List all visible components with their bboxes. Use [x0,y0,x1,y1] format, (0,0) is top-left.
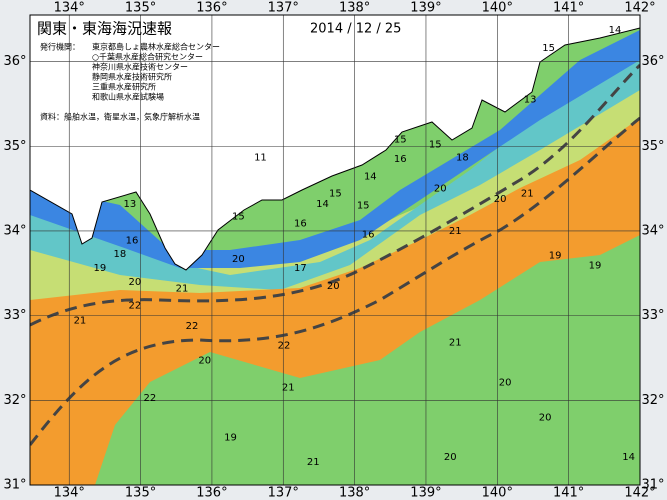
contour-label: 14 [364,172,377,183]
contour-label: 17 [294,263,307,274]
publisher-label: 発行機関： [40,42,80,52]
lon-label-bottom: 136° [196,486,227,500]
contour-label: 21 [74,316,87,327]
contour-label: 14 [609,25,622,36]
contour-label: 22 [129,300,142,311]
lat-label-left: 34° [3,223,26,238]
lon-label-top: 140° [482,1,513,16]
lon-label-bottom: 135° [125,486,156,500]
lat-label-left: 36° [3,54,26,69]
lat-label-left: 33° [3,308,26,323]
contour-label: 14 [622,452,635,463]
lon-label-bottom: 137° [268,486,299,500]
lat-label-left: 31° [3,478,26,493]
date: 2014 / 12 / 25 [310,22,401,37]
contour-label: 16 [126,235,139,246]
sea-surface [30,15,640,485]
lon-label-top: 141° [553,1,584,16]
lat-label-left: 32° [3,393,26,408]
contour-label: 19 [224,433,237,444]
lon-label-bottom: 138° [339,486,370,500]
lon-label-top: 134° [54,1,85,16]
lon-label-bottom: 139° [410,486,441,500]
map-frame [29,14,641,486]
title: 関東・東海海況速報 [37,20,172,38]
lon-label-top: 135° [125,1,156,16]
contour-label: 14 [316,199,329,210]
lat-label-right: 31° [641,478,664,493]
contour-label: 22 [278,340,291,351]
contour-label: 20 [129,277,142,288]
contour-label: 20 [539,412,552,423]
publisher: 静岡県水産技術研究所 [92,72,172,82]
lon-label-top: 136° [196,1,227,16]
lon-label-bottom: 134° [54,486,85,500]
contour-label: 15 [232,212,245,223]
contour-label: 21 [521,189,534,200]
contour-label: 19 [589,261,602,272]
publisher: ○千葉県水産総合研究センター [92,52,203,62]
contour-label: 21 [307,457,320,468]
lon-label-bottom: 141° [553,486,584,500]
lat-label-right: 33° [641,308,664,323]
contour-label: 15 [542,43,555,54]
contour-label: 22 [186,321,199,332]
publishers: 東京都島しょ農林水産総合センター○千葉県水産総合研究センター神奈川県水産技術セン… [92,42,220,102]
contour-label: 18 [456,152,469,163]
contour-label: 16 [362,229,375,240]
contour-label: 11 [254,152,267,163]
lat-label-right: 34° [641,223,664,238]
contour-label: 20 [444,452,457,463]
contour-label: 21 [176,284,189,295]
lat-label-right: 32° [641,393,664,408]
source: 資料：船舶水温，衛星水温，気象庁解析水温 [40,112,200,122]
contour-label: 15 [394,134,407,145]
contour-label: 20 [434,184,447,195]
contour-label: 20 [232,254,245,265]
lon-label-top: 142° [624,1,655,16]
kuroshio-axis [30,116,640,446]
contour-label: 20 [327,281,340,292]
publisher: 東京都島しょ農林水産総合センター [92,42,220,52]
contour-label: 16 [394,154,407,165]
lon-label-top: 137° [268,1,299,16]
lon-label-bottom: 142° [624,486,655,500]
contour-label: 20 [494,194,507,205]
contour-label: 22 [143,393,156,404]
publisher: 和歌山県水産試験場 [92,92,164,102]
contour-label: 20 [198,356,211,367]
lon-label-bottom: 140° [482,486,513,500]
contour-label: 21 [449,338,462,349]
contour-label: 13 [124,199,137,210]
publisher: 神奈川県水産技術センター [92,62,188,72]
contour-label: 19 [94,263,107,274]
contour-label: 19 [549,251,562,262]
band-orange [30,118,640,485]
contour-label: 18 [114,249,127,260]
contour-label: 20 [499,378,512,389]
contour-label: 21 [282,383,295,394]
lat-label-right: 35° [641,139,664,154]
contour-label: 13 [524,95,537,106]
lon-label-top: 139° [410,1,441,16]
contour-label: 21 [449,226,462,237]
graticule [30,15,640,485]
contour-label: 16 [294,218,307,229]
land [30,15,640,271]
kuroshio-edge [30,63,640,327]
contour-label: 15 [429,140,442,151]
lon-label-top: 138° [339,1,370,16]
band-cyan [30,50,640,290]
lat-label-left: 35° [3,139,26,154]
lat-label-right: 36° [641,54,664,69]
publisher: 三重県水産研究所 [92,82,156,92]
contour-label: 15 [329,189,342,200]
contour-label: 15 [357,201,370,212]
